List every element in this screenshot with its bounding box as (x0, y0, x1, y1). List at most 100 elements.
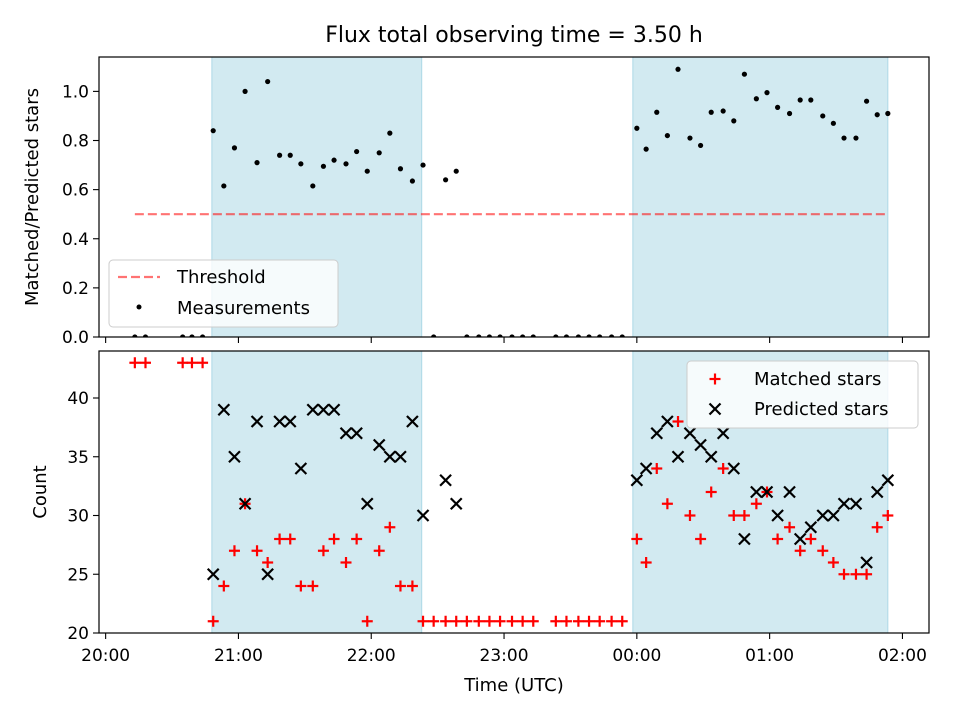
bot-y-tick-label: 25 (67, 565, 89, 585)
predicted-stars-point (793, 532, 807, 546)
top-legend: Threshold Measurements (108, 259, 339, 328)
predicted-stars-point (261, 567, 274, 581)
matched-stars-point (550, 615, 562, 627)
measurement-point (397, 166, 404, 172)
matched-stars-point (483, 615, 495, 627)
x-tick-label: 21:00 (214, 646, 263, 666)
predicted-stars-point (694, 438, 707, 452)
measurement-point (697, 142, 704, 149)
measurement-point (464, 334, 470, 337)
top-x-ticks (105, 337, 903, 343)
measurement-point (634, 125, 640, 131)
measurement-point (265, 78, 271, 85)
measurement-point (643, 146, 649, 152)
predicted-stars-point (327, 403, 341, 417)
measurement-point (609, 334, 615, 337)
matched-stars-point (651, 463, 663, 474)
x-axis-label: Time (UTC) (463, 675, 564, 696)
bottom-y-axis-label: Count (30, 465, 51, 518)
top-y-tick-label: 0.0 (62, 328, 89, 348)
measurement-point (509, 334, 515, 337)
predicted-stars-point (439, 473, 452, 487)
matched-stars-point (717, 463, 729, 474)
predicted-stars-point (449, 497, 463, 511)
matched-stars-point (251, 545, 263, 557)
measurement-point (731, 118, 737, 124)
measurement-point (720, 108, 726, 114)
matched-stars-point (384, 521, 396, 533)
bottom-legend: Matched stars Predicted stars (686, 360, 919, 429)
matched-stars-point (606, 615, 618, 627)
measurement-point (431, 334, 437, 337)
matched-stars-point (317, 545, 329, 557)
matched-stars-point (228, 545, 240, 557)
measurement-point (476, 334, 482, 337)
bot-y-tick-label: 35 (67, 448, 89, 468)
predicted-stars-point (250, 415, 264, 428)
matched-stars-point (784, 521, 796, 533)
legend-predicted-swatch (708, 402, 722, 416)
matched-stars-point (450, 615, 462, 627)
matched-stars-point (640, 557, 652, 568)
matched-stars-point (307, 580, 319, 592)
measurement-point (443, 177, 449, 183)
matched-stars-point (262, 557, 274, 568)
matched-stars-point (728, 510, 740, 521)
bottom-y-ticks: 20 25 30 35 40 (67, 389, 99, 644)
measurement-point (586, 334, 592, 337)
bottom-data-marks (129, 357, 895, 627)
measurement-point (863, 98, 870, 104)
measurement-point (199, 334, 206, 337)
matched-stars-point (871, 521, 883, 533)
matched-stars-point (129, 357, 141, 369)
matched-stars-point (494, 615, 506, 627)
matched-stars-point (417, 615, 429, 627)
matched-stars-point (817, 545, 829, 557)
matched-stars-point (631, 533, 643, 545)
matched-stars-point (560, 615, 572, 627)
predicted-stars-point (671, 450, 685, 464)
x-tick-label: 01:00 (745, 646, 794, 666)
matched-stars-point (461, 615, 473, 627)
bottom-panel: 20 25 30 35 40 20:00 21:00 22:00 23:00 00:00 01:0… (30, 350, 930, 666)
predicted-stars-point (683, 426, 697, 440)
measurement-point (453, 168, 459, 174)
matched-stars-point (440, 615, 452, 627)
top-y-tick-label: 0.6 (62, 181, 89, 201)
top-legend-box (108, 259, 339, 328)
predicted-stars-point (716, 426, 730, 440)
predicted-stars-point (294, 462, 308, 475)
top-y-ticks: 0.0 0.2 0.4 0.6 0.8 1.0 (62, 82, 99, 348)
matched-stars-point (295, 580, 307, 592)
predicted-stars-point (217, 403, 231, 417)
measurement-point (376, 150, 382, 156)
measurement-point (310, 183, 316, 189)
predicted-stars-point (630, 473, 644, 487)
measurement-point (142, 334, 149, 337)
predicted-stars-point (837, 497, 851, 511)
measurement-point (320, 163, 327, 169)
legend-matched-swatch (709, 373, 721, 385)
matched-stars-point (684, 510, 696, 521)
bot-y-tick-label: 20 (67, 624, 89, 644)
measurement-point (520, 334, 526, 337)
x-tick-label: 02:00 (878, 646, 927, 666)
top-y-tick-label: 0.4 (62, 230, 89, 250)
measurement-point (221, 183, 227, 189)
measurement-point (853, 135, 859, 141)
predicted-stars-point (650, 426, 664, 440)
measurement-point (242, 88, 248, 94)
legend-matched-label: Matched stars (754, 369, 881, 390)
measurement-point (786, 110, 793, 117)
predicted-stars-point (704, 450, 718, 464)
measurement-point (797, 97, 803, 103)
legend-predicted-label: Predicted stars (754, 399, 888, 420)
measurement-point (764, 90, 770, 96)
legend-measurements-label: Measurements (177, 298, 310, 319)
matched-stars-point (838, 568, 850, 580)
matched-stars-point (882, 510, 894, 521)
measurement-point (287, 152, 293, 158)
measurement-point (741, 71, 748, 77)
figure-title: Flux total observing time = 3.50 h (325, 23, 703, 48)
